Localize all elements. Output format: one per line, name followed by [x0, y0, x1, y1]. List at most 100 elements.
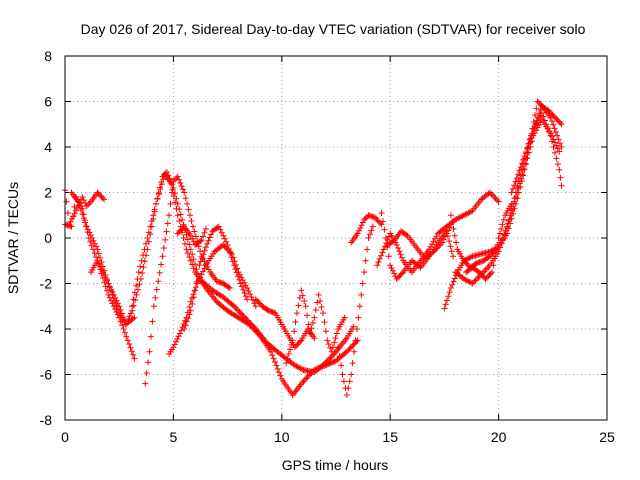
data-point: [374, 217, 381, 224]
data-series: [335, 223, 376, 398]
data-point: [79, 194, 86, 201]
data-point: [389, 267, 396, 274]
data-point: [442, 301, 449, 308]
data-point: [93, 253, 100, 260]
data-point: [119, 322, 126, 329]
y-tick-label: -6: [40, 367, 53, 383]
data-point: [553, 115, 560, 122]
data-point: [346, 345, 353, 352]
data-point: [85, 226, 92, 233]
data-point: [245, 288, 252, 295]
data-point: [129, 303, 136, 310]
data-point: [168, 189, 175, 196]
data-point: [202, 281, 209, 288]
data-series: [174, 223, 209, 248]
data-point: [176, 206, 183, 213]
data-point: [225, 284, 232, 291]
data-point: [554, 145, 561, 152]
data-point: [174, 173, 181, 180]
data-point: [190, 265, 197, 272]
data-point: [146, 348, 153, 355]
data-point: [106, 294, 113, 301]
data-point: [348, 371, 355, 378]
data-point: [249, 297, 256, 304]
data-point: [88, 242, 95, 249]
data-point: [309, 319, 316, 326]
data-point: [318, 304, 325, 311]
data-point: [133, 282, 140, 289]
data-point: [189, 300, 196, 307]
data-point: [178, 226, 185, 233]
data-point: [508, 206, 515, 213]
data-point: [495, 198, 502, 205]
data-point: [554, 132, 561, 139]
data-point: [448, 248, 455, 255]
data-point: [242, 293, 249, 300]
data-point: [158, 179, 165, 186]
data-point: [429, 241, 436, 248]
data-point: [385, 253, 392, 260]
data-point: [329, 344, 336, 351]
data-point: [552, 128, 559, 135]
data-point: [148, 217, 155, 224]
data-point: [237, 280, 244, 287]
data-point: [299, 292, 306, 299]
data-point: [366, 231, 373, 238]
data-point: [164, 220, 171, 227]
data-point: [246, 318, 253, 325]
data-point: [554, 161, 561, 168]
data-point: [108, 286, 115, 293]
data-point: [324, 337, 331, 344]
data-point: [349, 343, 356, 350]
data-point: [557, 174, 564, 181]
data-point: [72, 207, 79, 214]
data-point: [369, 223, 376, 230]
data-point: [166, 212, 173, 219]
data-point: [355, 227, 362, 234]
data-point: [477, 270, 484, 277]
data-point: [504, 223, 511, 230]
data-point: [186, 253, 193, 260]
data-point: [332, 335, 339, 342]
data-point: [317, 297, 324, 304]
data-point: [359, 219, 366, 226]
data-point: [534, 117, 541, 124]
data-point: [403, 231, 410, 238]
data-point: [274, 365, 281, 372]
data-point: [130, 351, 137, 358]
data-point: [187, 212, 194, 219]
data-point: [101, 271, 108, 278]
data-point: [499, 221, 506, 228]
data-point: [87, 238, 94, 245]
data-point: [176, 217, 183, 224]
data-point: [294, 341, 301, 348]
data-point: [153, 286, 160, 293]
data-point: [131, 289, 138, 296]
data-point: [528, 132, 535, 139]
data-point: [80, 197, 87, 204]
data-series: [129, 169, 357, 376]
data-point: [395, 274, 402, 281]
data-point: [511, 205, 518, 212]
data-point: [447, 212, 454, 219]
chart-title: Day 026 of 2017, Sidereal Day-to-day VTE…: [81, 21, 586, 37]
data-point: [97, 263, 104, 270]
data-point: [127, 310, 134, 317]
data-point: [321, 319, 328, 326]
data-point: [492, 195, 499, 202]
data-point: [535, 99, 542, 106]
data-point: [150, 212, 157, 219]
data-point: [182, 195, 189, 202]
data-point: [143, 369, 150, 376]
data-point: [396, 273, 403, 280]
data-series: [385, 221, 454, 262]
data-point: [233, 306, 240, 313]
data-point: [441, 305, 448, 312]
data-point: [297, 338, 304, 345]
data-point: [138, 257, 145, 264]
data-point: [109, 300, 116, 307]
data-point: [295, 302, 302, 309]
data-point: [200, 268, 207, 275]
data-point: [117, 306, 124, 313]
data-point: [232, 304, 239, 311]
